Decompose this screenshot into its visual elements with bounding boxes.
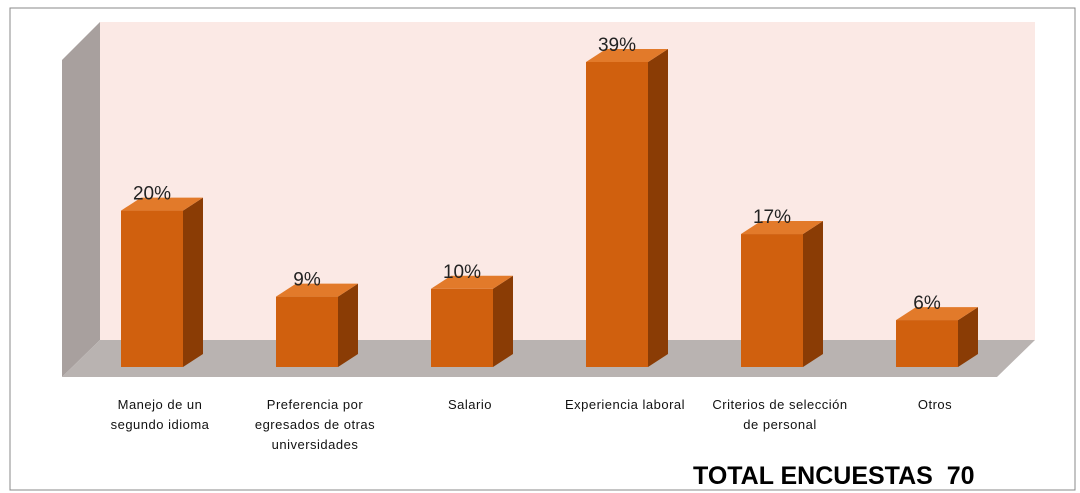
x-tick-label: Preferencia por egresados de otras unive…: [254, 397, 376, 452]
value-label: 39%: [598, 35, 636, 56]
bar: [431, 288, 493, 367]
back-wall: [100, 22, 1035, 340]
bar: [741, 234, 803, 367]
x-tick-label: Criterios de selección de personal: [712, 397, 848, 432]
bar-side: [183, 197, 203, 367]
bar-top: [431, 275, 513, 289]
value-label: 9%: [293, 270, 321, 291]
bar-side: [958, 307, 978, 367]
x-tick-label: Salario: [448, 397, 492, 412]
value-label: 17%: [753, 207, 791, 228]
x-tick-label: Manejo de un segundo idioma: [110, 397, 210, 432]
x-tick-label: Experiencia laboral: [564, 397, 686, 412]
bar-top: [121, 197, 203, 211]
bar-top: [586, 49, 668, 62]
floor: [62, 340, 1035, 377]
value-label: 20%: [133, 184, 171, 205]
bar: [586, 62, 648, 367]
side-wall: [62, 22, 100, 377]
bar-side: [803, 221, 823, 367]
bar: [121, 210, 183, 367]
bar: [276, 296, 338, 367]
bar-top: [276, 283, 358, 297]
bar-side: [648, 49, 668, 367]
bar-side: [338, 283, 358, 367]
bar-side: [493, 275, 513, 367]
x-tick-label: Otros: [917, 397, 953, 412]
bar: [896, 320, 958, 367]
value-label: 6%: [913, 293, 941, 314]
bar-top: [896, 307, 978, 321]
bar-top: [741, 221, 823, 235]
annotation: TOTAL ENCUESTAS 70: [693, 462, 975, 490]
value-label: 10%: [443, 262, 481, 283]
